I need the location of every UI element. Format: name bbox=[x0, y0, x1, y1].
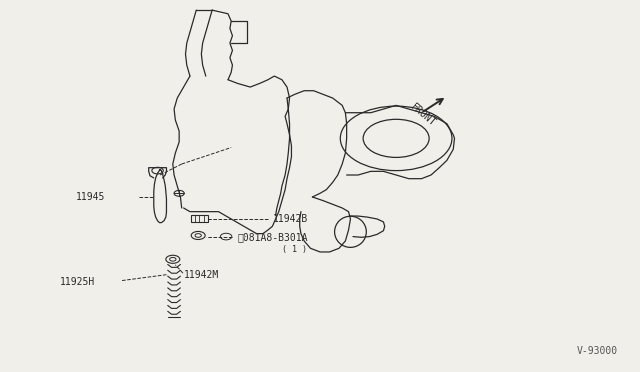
Text: FRONT: FRONT bbox=[409, 102, 438, 129]
Text: 11942M: 11942M bbox=[184, 270, 219, 280]
Text: V-93000: V-93000 bbox=[577, 346, 618, 356]
Text: 11945: 11945 bbox=[76, 192, 105, 202]
Text: Ⓑ081A8-B301A: Ⓑ081A8-B301A bbox=[237, 232, 308, 242]
Text: ( 1 ): ( 1 ) bbox=[282, 244, 307, 254]
Text: 11942B: 11942B bbox=[273, 214, 308, 224]
Text: 11925H: 11925H bbox=[60, 277, 95, 287]
